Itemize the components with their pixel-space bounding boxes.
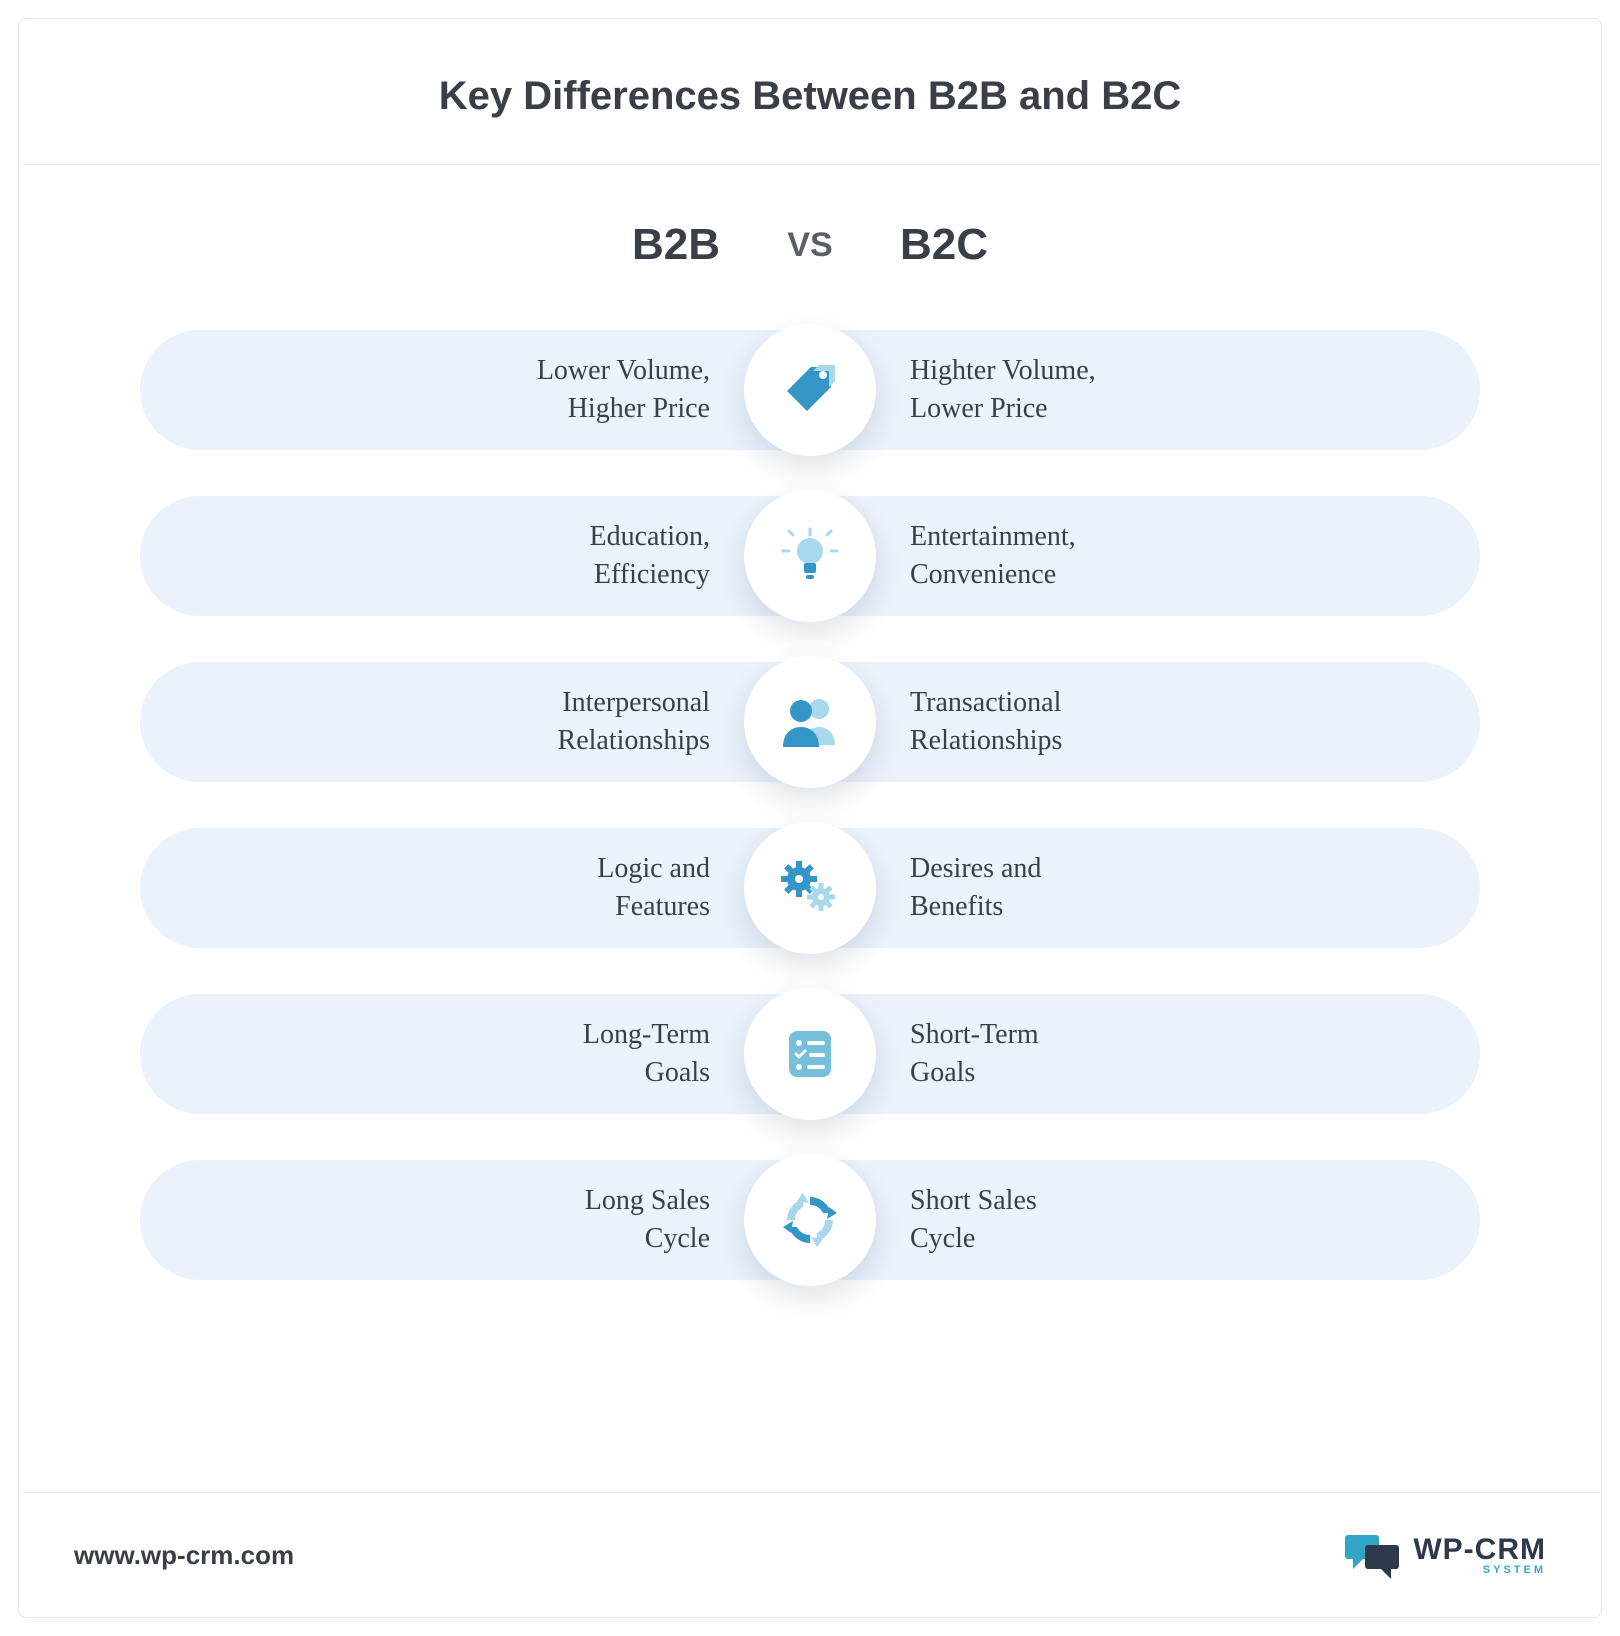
b2c-line1: Highter Volume, bbox=[910, 355, 1096, 386]
icon-circle bbox=[744, 490, 876, 622]
b2b-cell: Interpersonal Relationships bbox=[140, 684, 810, 760]
icon-circle bbox=[744, 988, 876, 1120]
header-b2c: B2C bbox=[900, 220, 1200, 270]
b2c-cell: Entertainment, Convenience bbox=[810, 518, 1480, 594]
rows-container: Lower Volume, Higher Price Highter Volume,… bbox=[139, 330, 1481, 1280]
b2b-line2: Cycle bbox=[645, 1223, 710, 1254]
b2c-cell: Short-Term Goals bbox=[810, 1016, 1480, 1092]
b2c-cell: Desires and Benefits bbox=[810, 850, 1480, 926]
comparison-row: Logic and Features Desires and Benefits bbox=[140, 828, 1480, 948]
b2c-line1: Short-Term bbox=[910, 1019, 1039, 1050]
b2b-line2: Relationships bbox=[558, 725, 710, 756]
b2b-line1: Lower Volume, bbox=[537, 355, 710, 386]
b2b-cell: Lower Volume, Higher Price bbox=[140, 352, 810, 428]
icon-circle bbox=[744, 656, 876, 788]
b2c-line2: Lower Price bbox=[910, 393, 1048, 424]
b2c-cell: Short Sales Cycle bbox=[810, 1182, 1480, 1258]
b2b-line1: Education, bbox=[589, 521, 710, 552]
logo-text-block: WP-CRM SYSTEM bbox=[1413, 1535, 1546, 1576]
comparison-row: Education, Efficiency Entertainment, Conven… bbox=[140, 496, 1480, 616]
header-b2b: B2B bbox=[420, 220, 720, 270]
lightbulb-icon bbox=[779, 525, 841, 587]
cycle-icon bbox=[779, 1189, 841, 1251]
chat-bubbles-icon bbox=[1343, 1531, 1401, 1579]
b2b-line2: Efficiency bbox=[594, 559, 710, 590]
tag-icon bbox=[779, 359, 841, 421]
comparison-row: Interpersonal Relationships Transactional R… bbox=[140, 662, 1480, 782]
title-area: Key Differences Between B2B and B2C bbox=[19, 19, 1601, 165]
people-icon bbox=[779, 691, 841, 753]
b2b-line1: Logic and bbox=[597, 853, 710, 884]
footer-url: www.wp-crm.com bbox=[74, 1540, 294, 1571]
icon-circle bbox=[744, 822, 876, 954]
b2c-line2: Convenience bbox=[910, 559, 1056, 590]
b2b-cell: Logic and Features bbox=[140, 850, 810, 926]
b2b-line2: Goals bbox=[645, 1057, 710, 1088]
logo-main-text: WP-CRM bbox=[1413, 1535, 1546, 1565]
column-headers: B2B VS B2C bbox=[420, 220, 1200, 270]
comparison-row: Lower Volume, Higher Price Highter Volume,… bbox=[140, 330, 1480, 450]
b2c-line2: Benefits bbox=[910, 891, 1003, 922]
b2b-cell: Long Sales Cycle bbox=[140, 1182, 810, 1258]
icon-circle bbox=[744, 1154, 876, 1286]
b2b-line1: Interpersonal bbox=[562, 687, 710, 718]
brand-logo: WP-CRM SYSTEM bbox=[1343, 1531, 1546, 1579]
b2c-line2: Goals bbox=[910, 1057, 975, 1088]
b2c-line1: Short Sales bbox=[910, 1185, 1037, 1216]
header-vs: VS bbox=[720, 226, 900, 265]
b2c-cell: Highter Volume, Lower Price bbox=[810, 352, 1480, 428]
b2b-line2: Higher Price bbox=[568, 393, 710, 424]
comparison-row: Long Sales Cycle Short Sales Cycle bbox=[140, 1160, 1480, 1280]
icon-circle bbox=[744, 324, 876, 456]
checklist-icon bbox=[779, 1023, 841, 1085]
b2b-line1: Long Sales bbox=[585, 1185, 710, 1216]
comparison-row: Long-Term Goals Short-Term Goals bbox=[140, 994, 1480, 1114]
b2b-cell: Education, Efficiency bbox=[140, 518, 810, 594]
b2c-line1: Transactional bbox=[910, 687, 1061, 718]
b2b-line1: Long-Term bbox=[583, 1019, 710, 1050]
content-area: B2B VS B2C Lower Volume, Higher Price High… bbox=[19, 165, 1601, 1492]
infographic-card: Key Differences Between B2B and B2C B2B … bbox=[18, 18, 1602, 1618]
b2c-cell: Transactional Relationships bbox=[810, 684, 1480, 760]
b2b-line2: Features bbox=[615, 891, 710, 922]
b2c-line1: Desires and bbox=[910, 853, 1041, 884]
page-title: Key Differences Between B2B and B2C bbox=[59, 74, 1561, 119]
logo-sub-text: SYSTEM bbox=[1483, 1565, 1546, 1576]
gears-icon bbox=[779, 857, 841, 919]
b2c-line1: Entertainment, bbox=[910, 521, 1076, 552]
b2b-cell: Long-Term Goals bbox=[140, 1016, 810, 1092]
b2c-line2: Relationships bbox=[910, 725, 1062, 756]
footer: www.wp-crm.com WP-CRM SYSTEM bbox=[19, 1492, 1601, 1617]
b2c-line2: Cycle bbox=[910, 1223, 975, 1254]
